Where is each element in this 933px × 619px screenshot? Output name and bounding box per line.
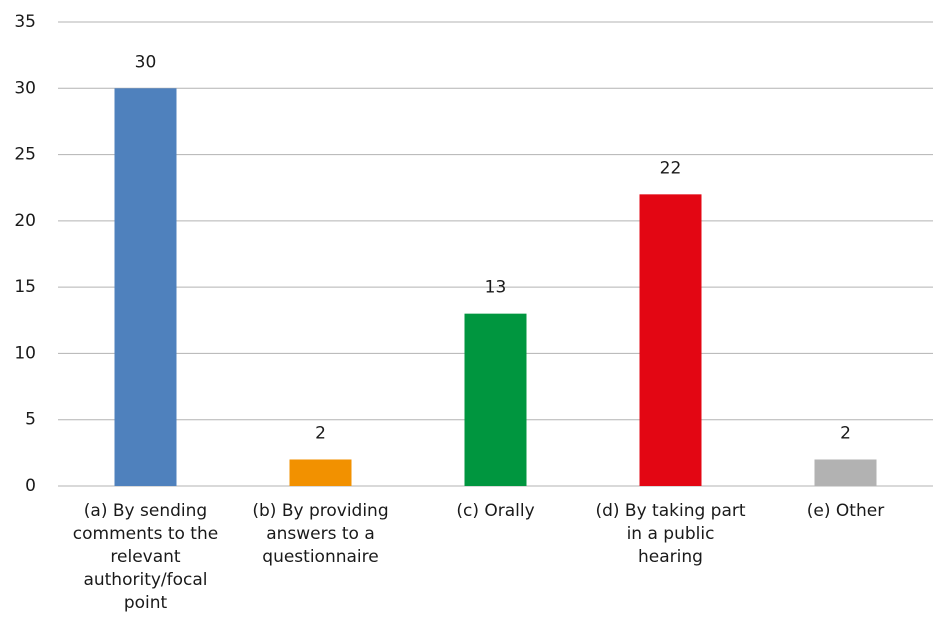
bar	[814, 459, 877, 486]
bar	[464, 313, 527, 486]
x-tick-label: (c) Orally	[456, 501, 534, 521]
y-tick-label: 25	[14, 145, 36, 165]
y-tick-label: 30	[14, 78, 36, 98]
bar	[289, 459, 352, 486]
bar	[114, 88, 177, 487]
x-tick-label: (a) By sending comments to the relevant aut…	[73, 501, 218, 613]
data-label: 13	[485, 278, 507, 298]
y-tick-label: 20	[14, 211, 36, 231]
bar	[639, 194, 702, 487]
y-tick-label: 0	[25, 476, 36, 496]
x-tick-label: (e) Other	[807, 501, 884, 521]
data-label: 30	[135, 52, 157, 72]
y-tick-label: 5	[25, 410, 36, 430]
y-tick-label: 35	[14, 12, 36, 32]
x-tick-label: (b) By providing answers to a questionnair…	[252, 501, 388, 567]
x-tick-label: (d) By taking part in a public hearing	[595, 501, 745, 567]
y-tick-label: 10	[14, 343, 36, 363]
data-label: 2	[315, 423, 326, 443]
data-label: 22	[660, 158, 682, 178]
y-tick-label: 15	[14, 277, 36, 297]
data-label: 2	[840, 423, 851, 443]
